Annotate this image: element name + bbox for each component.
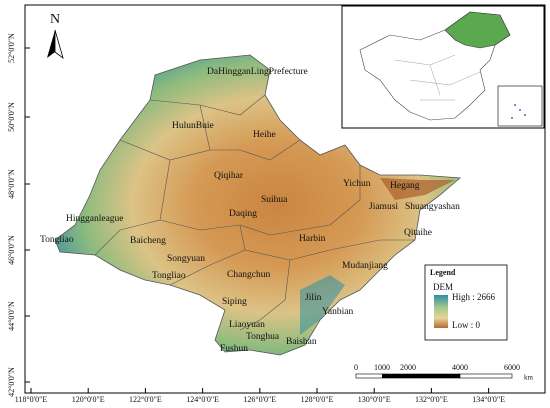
place-label: Songyuan bbox=[167, 254, 205, 264]
islands bbox=[511, 104, 526, 119]
scale-label: 2000 bbox=[400, 363, 416, 372]
latitude-label: 44°0'0"N bbox=[7, 301, 16, 331]
south-sea-inset bbox=[497, 85, 543, 127]
place-label: Tonghua bbox=[246, 332, 280, 342]
place-label: Heihe bbox=[253, 130, 276, 140]
north-label: N bbox=[50, 12, 60, 27]
place-label: Mudanjiang bbox=[342, 261, 388, 271]
legend-ramp bbox=[434, 295, 448, 328]
place-label: HulunBuie bbox=[172, 121, 214, 131]
labels: 52°0'0"N 50°0'0"N 48°0'0"N 46°0'0"N 44°0'0"N… bbox=[7, 33, 534, 404]
longitude-label: 134°0'0"E bbox=[472, 395, 505, 404]
place-label: Yichun bbox=[343, 179, 371, 189]
longitude-label: 118°0'0"E bbox=[15, 395, 48, 404]
longitude-label: 126°0'0"E bbox=[243, 395, 276, 404]
place-label: Qitaihe bbox=[404, 228, 432, 238]
legend-title: Legend bbox=[430, 268, 456, 277]
legend-high: High : 2666 bbox=[452, 292, 496, 302]
place-label: Qiqihar bbox=[214, 171, 244, 181]
longitude-label: 120°0'0"E bbox=[72, 395, 105, 404]
legend-low: Low : 0 bbox=[452, 320, 480, 330]
scale-unit: km bbox=[524, 374, 534, 382]
place-label: Changchun bbox=[227, 270, 271, 280]
study-area-highlight bbox=[444, 11, 511, 49]
highland bbox=[300, 275, 345, 335]
place-label: Liaoyuan bbox=[229, 320, 265, 330]
lowland bbox=[380, 178, 455, 200]
latitude-label: 50°0'0"N bbox=[7, 102, 16, 132]
scale-label: 4000 bbox=[452, 363, 468, 372]
north-arrow bbox=[47, 30, 55, 58]
longitude-label: 124°0'0"E bbox=[186, 395, 219, 404]
place-label: Suihua bbox=[261, 195, 288, 205]
latitude-label: 42°0'0"N bbox=[7, 367, 16, 397]
place-label: Siping bbox=[222, 297, 247, 307]
place-label: Jilin bbox=[305, 293, 322, 303]
scale-label: 0 bbox=[354, 363, 358, 372]
scale-label: 6000 bbox=[504, 363, 520, 372]
longitude-label: 132°0'0"E bbox=[415, 395, 448, 404]
place-label: Daqing bbox=[229, 209, 257, 219]
place-label: Baishan bbox=[286, 337, 317, 347]
longitude-label: 130°0'0"E bbox=[358, 395, 391, 404]
longitude-label: 122°0'0"E bbox=[129, 395, 162, 404]
province-lines bbox=[394, 54, 481, 101]
scale-bar bbox=[355, 373, 513, 379]
boundaries bbox=[94, 94, 415, 331]
north-arrow bbox=[54, 29, 64, 60]
place-label: Fushun bbox=[220, 344, 248, 354]
place-label: Tongliao bbox=[40, 235, 74, 245]
longitude-label: 128°0'0"E bbox=[301, 395, 334, 404]
place-label: Shuangyashan bbox=[405, 202, 460, 212]
latitude-label: 46°0'0"N bbox=[7, 235, 16, 265]
place-label: Hegang bbox=[390, 181, 420, 191]
place-label: Jiamusi bbox=[369, 202, 398, 212]
place-label: Yanbian bbox=[322, 307, 353, 317]
place-label: Harbin bbox=[299, 234, 326, 244]
latitude-label: 48°0'0"N bbox=[7, 169, 16, 199]
place-label: Tongliao bbox=[152, 271, 186, 281]
scale-label: 1000 bbox=[374, 363, 390, 372]
latitude-label: 52°0'0"N bbox=[7, 33, 16, 63]
place-label: Baicheng bbox=[130, 236, 166, 246]
place-label: Hingganleague bbox=[66, 214, 124, 224]
place-label: DaHingganLingPrefecture bbox=[207, 66, 308, 77]
legend-layer: DEM bbox=[433, 282, 453, 292]
